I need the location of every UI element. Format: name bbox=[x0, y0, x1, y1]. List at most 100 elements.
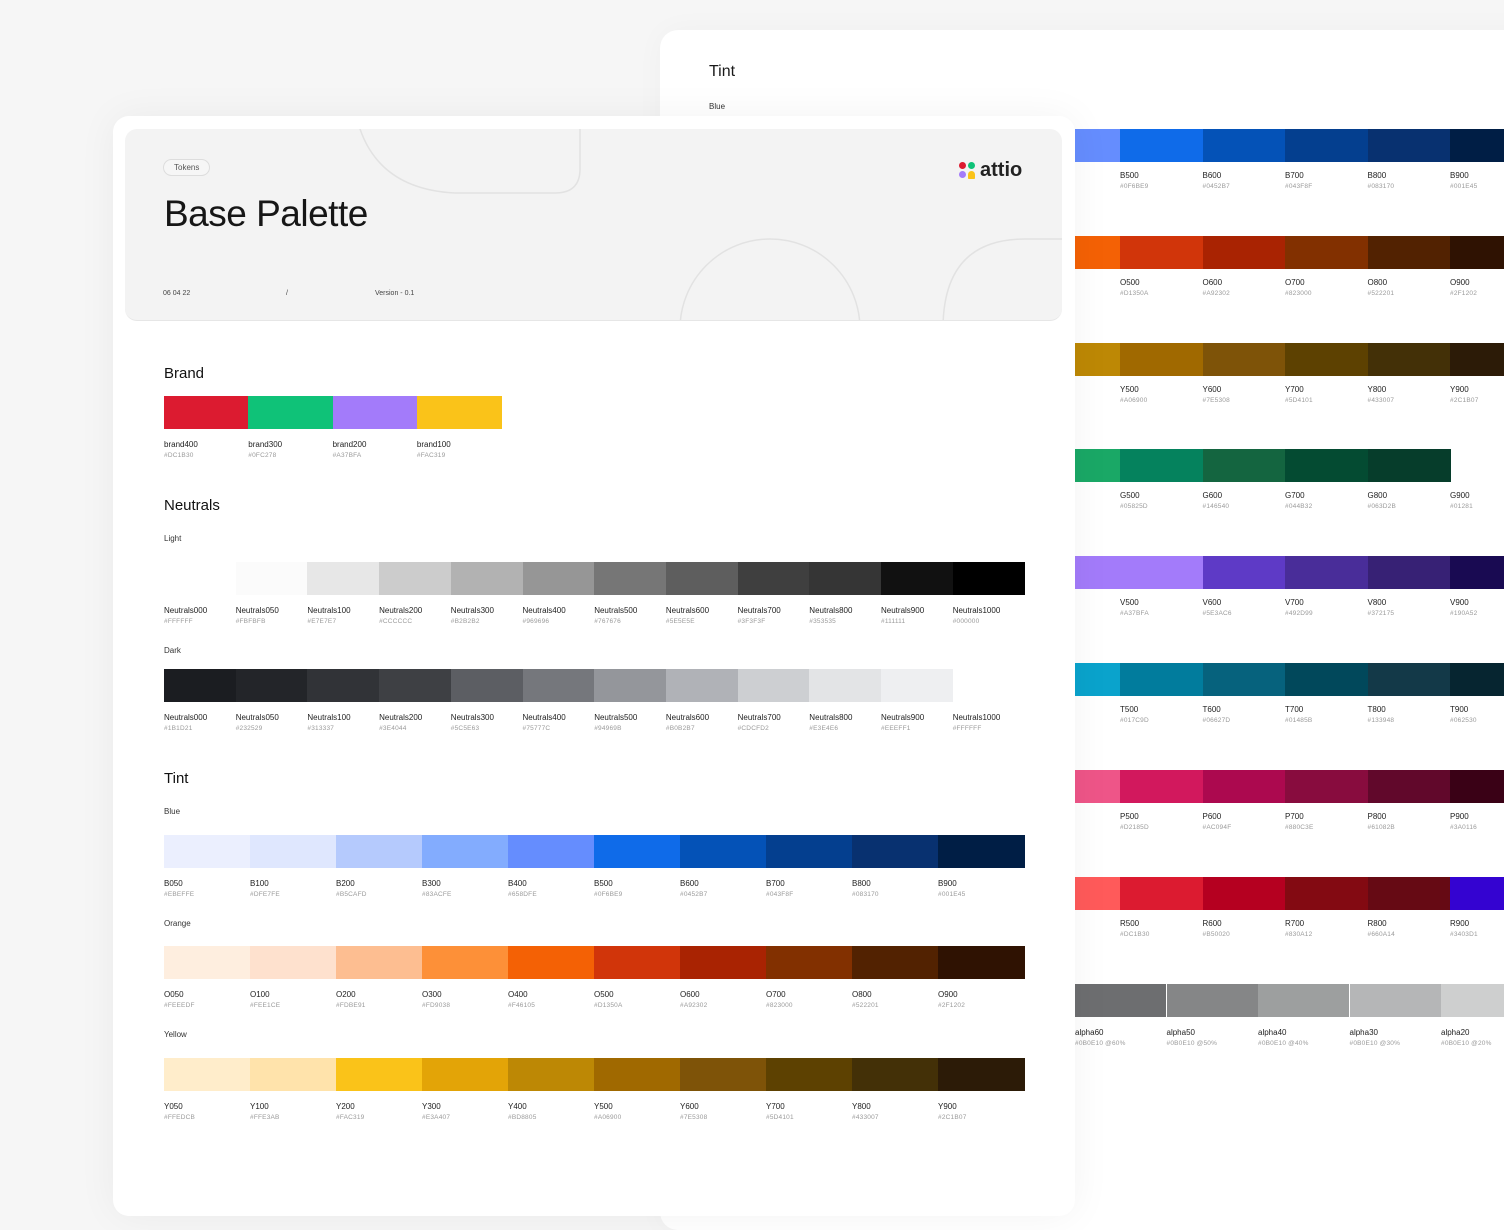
color-swatch bbox=[1120, 129, 1203, 162]
color-swatch bbox=[1285, 129, 1368, 162]
swatch-name: G600 bbox=[1202, 491, 1223, 501]
swatch-hex: #EBEFFE bbox=[164, 891, 195, 898]
color-swatch bbox=[332, 396, 418, 429]
swatch-hex: #FFE3AB bbox=[250, 1114, 280, 1121]
swatch-hex: #0452B7 bbox=[680, 891, 708, 898]
swatch-hex: #B5CAFD bbox=[336, 891, 367, 898]
swatch-name: Y600 bbox=[680, 1102, 699, 1111]
swatch-hex: #0F6BE9 bbox=[594, 891, 623, 898]
swatch-hex: #433007 bbox=[852, 1114, 879, 1121]
swatch-name: Neutrals800 bbox=[809, 713, 853, 722]
color-swatch bbox=[1285, 235, 1368, 269]
color-swatch bbox=[1450, 876, 1504, 910]
color-swatch bbox=[1120, 663, 1203, 696]
header-banner: Tokens Base Palette 06 04 22 / Version -… bbox=[125, 129, 1062, 321]
attio-logo-icon bbox=[959, 162, 977, 180]
color-swatch bbox=[1202, 663, 1286, 696]
swatch-hex: #372175 bbox=[1367, 610, 1395, 618]
swatch-name: Neutrals700 bbox=[737, 606, 781, 615]
color-swatch bbox=[235, 669, 308, 702]
swatch-hex: #232529 bbox=[235, 725, 263, 732]
yellow-label: Yellow bbox=[164, 1030, 187, 1039]
color-swatch bbox=[952, 562, 1025, 595]
swatch-hex: #D1350A bbox=[1120, 289, 1149, 297]
blue-label: Blue bbox=[164, 807, 181, 816]
swatch-name: Neutrals500 bbox=[594, 606, 638, 615]
swatch-name: alpha60 bbox=[1075, 1028, 1104, 1037]
swatch-hex: #A92302 bbox=[680, 1002, 708, 1009]
color-swatch bbox=[1285, 663, 1368, 696]
swatch-hex: #017C9D bbox=[1120, 717, 1149, 724]
swatch-hex: #313337 bbox=[307, 725, 335, 732]
swatch-hex: #7E5308 bbox=[680, 1114, 708, 1121]
swatch-hex: #FDBE91 bbox=[336, 1002, 366, 1009]
color-swatch bbox=[164, 835, 251, 868]
swatch-name: R900 bbox=[1450, 918, 1470, 928]
swatch-name: B900 bbox=[938, 879, 957, 888]
swatch-name: Neutrals800 bbox=[809, 606, 853, 615]
color-swatch bbox=[1202, 235, 1286, 269]
orange-label: Orange bbox=[164, 919, 191, 928]
swatch-hex: #5C5E63 bbox=[450, 725, 480, 732]
swatch-hex: #044B32 bbox=[1285, 503, 1313, 511]
swatch-hex: #5E5E5E bbox=[665, 618, 695, 625]
swatch-name: B600 bbox=[680, 879, 699, 888]
color-swatch bbox=[164, 946, 251, 979]
swatch-hex: #0FC278 bbox=[248, 452, 277, 459]
color-swatch bbox=[1075, 556, 1121, 590]
color-swatch bbox=[336, 1058, 423, 1091]
color-swatch bbox=[852, 835, 939, 868]
swatch-name: O700 bbox=[1285, 277, 1305, 287]
swatch-name: V900 bbox=[1450, 598, 1469, 608]
swatch-hex: #F46105 bbox=[508, 1002, 536, 1009]
color-swatch bbox=[737, 562, 810, 595]
color-swatch bbox=[1202, 769, 1286, 803]
color-swatch bbox=[164, 1058, 251, 1091]
swatch-hex: #A92302 bbox=[1202, 289, 1230, 297]
color-swatch bbox=[938, 946, 1025, 979]
swatch-name: O400 bbox=[508, 990, 528, 999]
color-swatch bbox=[248, 396, 334, 429]
swatch-hex: #DC1B30 bbox=[164, 452, 194, 459]
tint-heading: Tint bbox=[164, 770, 189, 787]
swatch-name: brand300 bbox=[248, 440, 283, 449]
swatch-hex: #880C3E bbox=[1285, 823, 1314, 831]
swatch-name: O500 bbox=[594, 990, 614, 999]
swatch-hex: #2F1202 bbox=[1450, 289, 1478, 297]
swatch-name: T900 bbox=[1450, 705, 1469, 714]
color-swatch bbox=[1450, 449, 1504, 482]
swatch-name: O600 bbox=[1202, 277, 1223, 287]
swatch-name: T700 bbox=[1285, 705, 1304, 714]
color-swatch bbox=[307, 669, 380, 702]
swatch-hex: #0B0E10 @20% bbox=[1441, 1040, 1492, 1047]
swatch-hex: #AC094F bbox=[1202, 823, 1232, 831]
color-swatch bbox=[852, 1058, 939, 1091]
swatch-name: Y700 bbox=[766, 1102, 785, 1111]
swatch-name: Neutrals000 bbox=[164, 713, 208, 722]
color-swatch bbox=[938, 1058, 1025, 1091]
swatch-hex: #FFFFFF bbox=[952, 725, 982, 732]
swatch-hex: #A06900 bbox=[594, 1114, 622, 1121]
swatch-hex: #2F1202 bbox=[938, 1002, 966, 1009]
brand-heading: Brand bbox=[164, 365, 205, 382]
color-swatch bbox=[1120, 556, 1203, 590]
swatch-name: Neutrals050 bbox=[235, 713, 279, 722]
color-swatch bbox=[1120, 876, 1203, 910]
swatch-name: B500 bbox=[1120, 171, 1139, 180]
swatch-name: Y600 bbox=[1202, 384, 1222, 394]
swatch-hex: #0B0E10 @60% bbox=[1075, 1040, 1126, 1047]
swatch-hex: #133948 bbox=[1367, 717, 1395, 724]
palette-card: Tokens Base Palette 06 04 22 / Version -… bbox=[113, 116, 1075, 1216]
swatch-hex: #043F8F bbox=[1285, 183, 1313, 190]
color-swatch bbox=[336, 946, 423, 979]
swatch-hex: #969696 bbox=[522, 618, 550, 625]
color-swatch bbox=[737, 669, 810, 702]
swatch-hex: #A37BFA bbox=[332, 452, 362, 459]
swatch-name: B800 bbox=[852, 879, 871, 888]
swatch-name: Neutrals300 bbox=[450, 713, 494, 722]
swatch-hex: #BD8805 bbox=[508, 1114, 537, 1121]
swatch-name: T800 bbox=[1367, 705, 1386, 714]
swatch-name: Neutrals200 bbox=[379, 713, 423, 722]
swatch-name: G500 bbox=[1120, 491, 1140, 501]
swatch-name: Neutrals600 bbox=[665, 606, 710, 615]
